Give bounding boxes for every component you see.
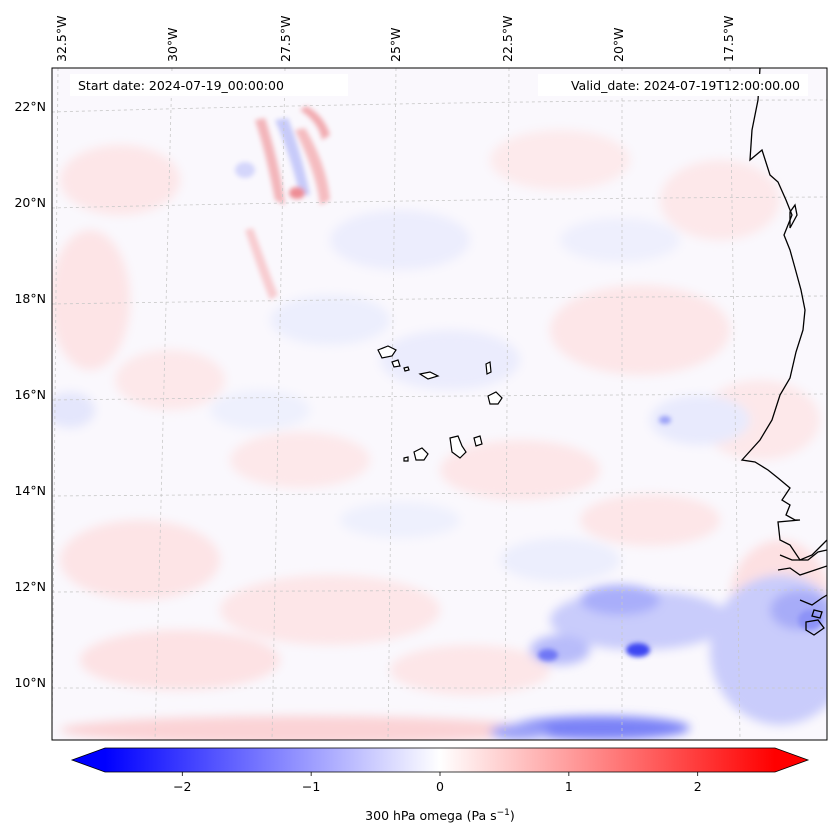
boa-vista-island: [487, 391, 503, 405]
fogo-island: [413, 447, 429, 461]
colorbar-tick-label: −1: [302, 779, 320, 794]
colorbar-units: Pa s: [472, 808, 497, 823]
lon-label: 25°W: [388, 27, 403, 62]
valid-date-label: Valid_date: 2024-07-19T12:00:00.00: [571, 78, 800, 93]
colorbar-variable: 300 hPa omega: [365, 808, 462, 823]
lon-label: 30°W: [165, 27, 180, 62]
lat-label: 18°N: [14, 291, 46, 306]
coastlines: [740, 68, 827, 636]
colorbar-tick-label: 0: [436, 779, 444, 794]
map-border: [51, 67, 828, 741]
colorbar-ticks: −2 −1 0 1 2: [173, 772, 702, 794]
omega-field-detail: [235, 106, 822, 661]
lon-label: 17.5°W: [721, 16, 736, 62]
colorbar: −2 −1 0 1 2 300 hPa omega (Pa s−1): [70, 747, 810, 823]
colorbar-min-extend: [72, 748, 105, 772]
santa-luzia-island: [403, 366, 410, 372]
santiago-island: [449, 435, 467, 459]
lon-label: 22.5°W: [500, 16, 515, 62]
colorbar-tick-label: −2: [173, 779, 191, 794]
map-panel[interactable]: Start date: 2024-07-19_00:00:00 Valid_da…: [45, 68, 837, 744]
start-date-box: [70, 74, 348, 96]
longitude-labels: 32.5°W 30°W 27.5°W 25°W 22.5°W 20°W 17.5…: [54, 16, 736, 62]
lat-label: 12°N: [14, 579, 46, 594]
cabo-verde-islands: [377, 345, 503, 462]
colorbar-tick-label: 2: [694, 779, 702, 794]
africa-coastline: [740, 68, 827, 561]
lon-label: 27.5°W: [278, 16, 293, 62]
latitude-labels: 22°N 20°N 18°N 16°N 14°N 12°N 10°N: [14, 99, 46, 690]
sao-vicente-island: [391, 359, 401, 368]
santo-antao-island: [377, 345, 397, 359]
lat-label: 10°N: [14, 675, 46, 690]
colorbar-outline: [70, 747, 810, 773]
lat-label: 20°N: [14, 195, 46, 210]
colorbar-label: 300 hPa omega (Pa s−1): [365, 808, 515, 823]
colorbar-max-extend: [775, 748, 808, 772]
valid-date-box: [538, 74, 808, 96]
lon-label: 20°W: [611, 27, 626, 62]
brava-island: [403, 456, 409, 462]
lat-label: 22°N: [14, 99, 46, 114]
colorbar-body: [105, 748, 775, 772]
colorbar-tick-label: 1: [565, 779, 573, 794]
start-date-label: Start date: 2024-07-19_00:00:00: [78, 78, 284, 93]
omega-field: [52, 130, 827, 740]
colorbar-units-exponent: −1: [497, 808, 510, 818]
lat-label: 14°N: [14, 483, 46, 498]
sal-island: [485, 361, 492, 375]
lon-label: 32.5°W: [54, 16, 69, 62]
maio-island: [473, 435, 483, 447]
lat-label: 16°N: [14, 387, 46, 402]
sao-nicolau-island: [418, 371, 440, 380]
graticule: [52, 68, 827, 740]
